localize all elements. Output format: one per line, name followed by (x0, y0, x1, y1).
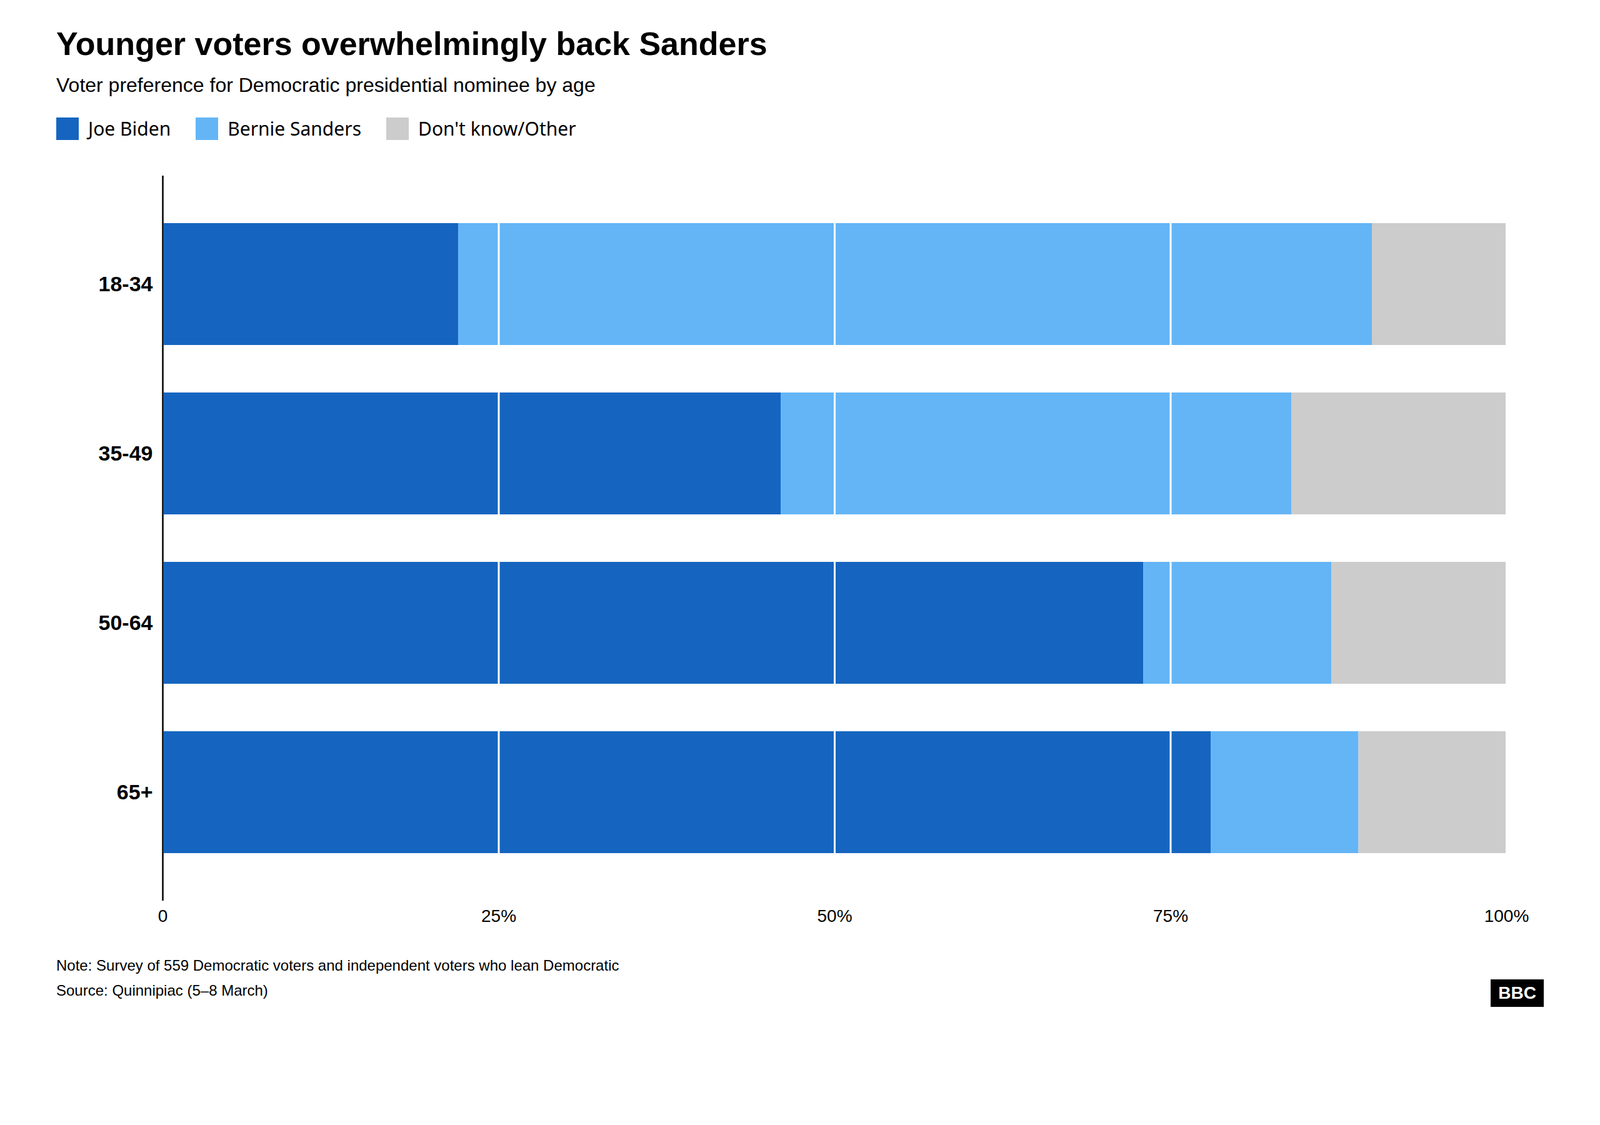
svg-text:75%: 75% (1153, 906, 1189, 926)
html-text:BBC: BBC (1498, 983, 1537, 1003)
svg-text:50%: 50% (816, 906, 852, 926)
svg-text:35-49: 35-49 (98, 441, 154, 465)
html-text:Bernie Sanders: Bernie Sanders (227, 115, 362, 142)
html-text:Note: Survey of 559 Democratic: Note: Survey of 559 Democratic voters an… (56, 956, 620, 974)
svg-text:100%: 100% (1484, 906, 1530, 926)
html-text:Joe Biden: Joe Biden (88, 115, 171, 142)
svg-text:25%: 25% (481, 906, 517, 926)
html-text:Source: Quinnipiac (5–8 March): Source: Quinnipiac (5–8 March) (56, 981, 268, 999)
svg-text:0: 0 (158, 906, 169, 926)
svg-text:50-64: 50-64 (98, 610, 154, 635)
html-text:Younger voters overwhelmingly: Younger voters overwhelmingly back Sande… (56, 25, 768, 62)
svg-text:65+: 65+ (116, 780, 154, 804)
html-text:Voter preference for Democrati: Voter preference for Democratic presiden… (56, 73, 596, 97)
svg-text:18-34: 18-34 (98, 271, 154, 296)
html-text:Don't know/Other: Don't know/Other (418, 115, 576, 142)
